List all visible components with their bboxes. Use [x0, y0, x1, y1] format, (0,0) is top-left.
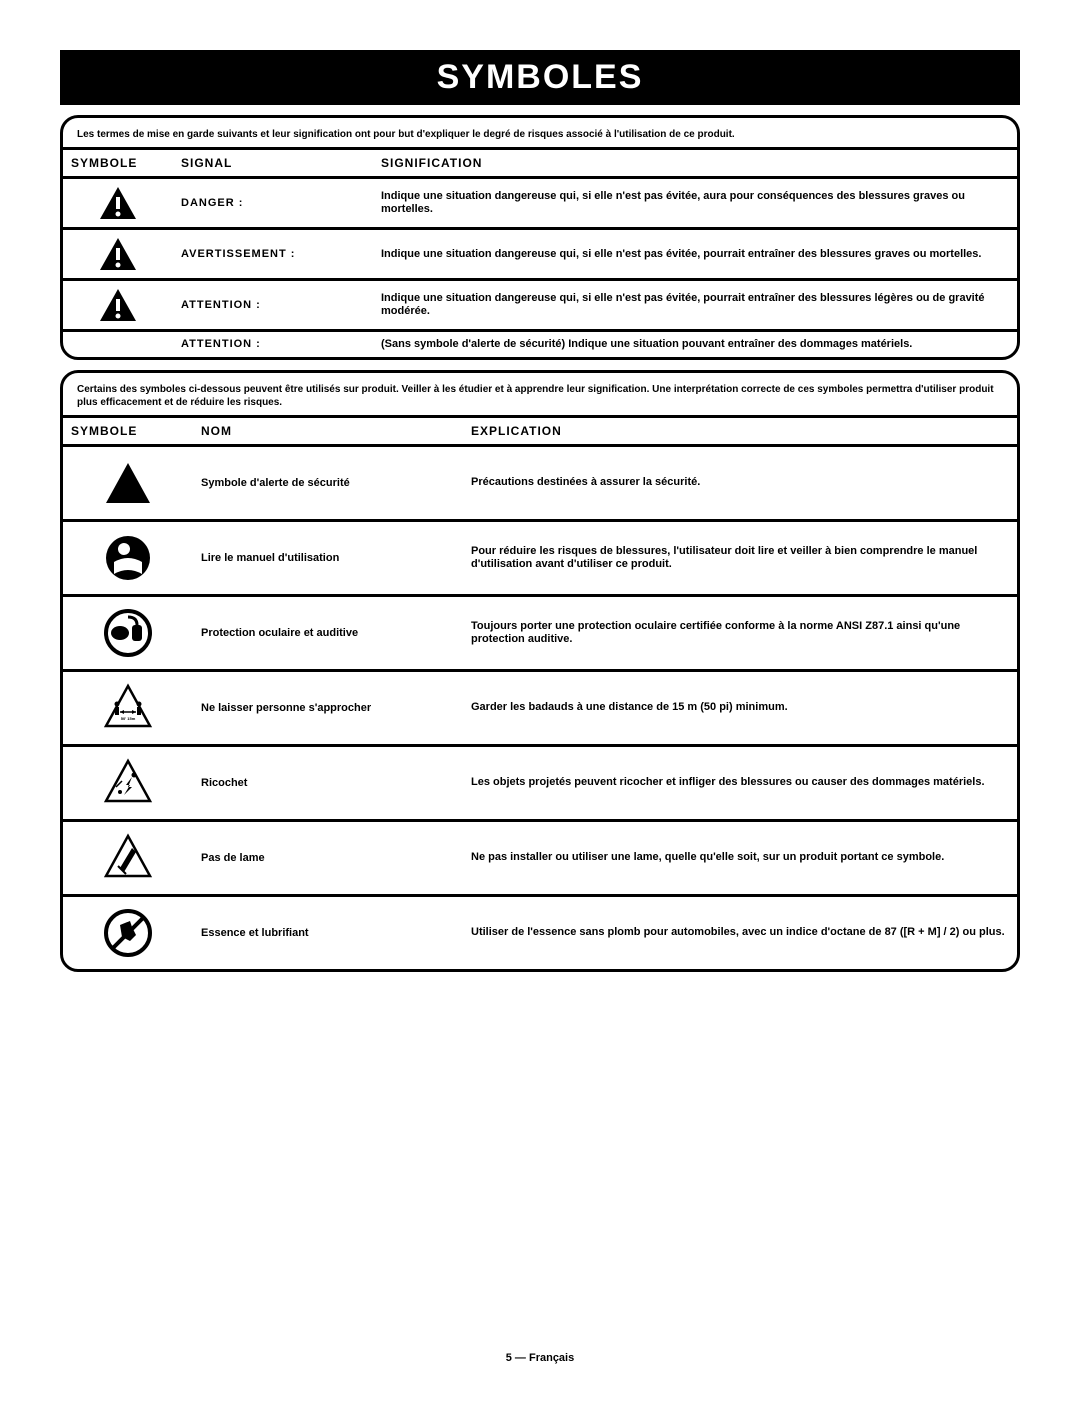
col-name-header: NOM: [193, 416, 463, 445]
page-title-bar: SYMBOLES: [60, 50, 1020, 105]
symbol-name: Ne laisser personne s'approcher: [193, 670, 463, 745]
page-number: 5 — Français: [60, 1352, 1020, 1364]
symbols-table: SYMBOLE NOM EXPLICATION Symbole d'alerte…: [63, 415, 1017, 969]
keep-bystanders-away-icon: 50' 15m: [63, 670, 193, 745]
signal-word: DANGER :: [173, 178, 373, 229]
symbol-explanation: Garder les badauds à une distance de 15 …: [463, 670, 1017, 745]
table-row: Protection oculaire et auditive Toujours…: [63, 595, 1017, 670]
table-row: Ricochet Les objets projetés peuvent ric…: [63, 745, 1017, 820]
symbol-name: Essence et lubrifiant: [193, 895, 463, 969]
col-explanation-header: EXPLICATION: [463, 416, 1017, 445]
table-row: Pas de lame Ne pas installer ou utiliser…: [63, 820, 1017, 895]
col-signal-header: SIGNAL: [173, 149, 373, 178]
table-row: AVERTISSEMENT : Indique une situation da…: [63, 229, 1017, 280]
signal-meaning: Indique une situation dangereuse qui, si…: [373, 280, 1017, 331]
symbol-explanation: Ne pas installer ou utiliser une lame, q…: [463, 820, 1017, 895]
alert-icon: [63, 280, 173, 331]
symbol-explanation: Toujours porter une protection oculaire …: [463, 595, 1017, 670]
symbols-panel: Certains des symboles ci-dessous peuvent…: [60, 370, 1020, 972]
gasoline-lubricant-icon: [63, 895, 193, 969]
ricochet-icon: [63, 745, 193, 820]
empty-icon-cell: [63, 331, 173, 357]
table-row: Essence et lubrifiant Utiliser de l'esse…: [63, 895, 1017, 969]
symbol-explanation: Les objets projetés peuvent ricocher et …: [463, 745, 1017, 820]
table-row: 50' 15m Ne laisser personne s'approcher …: [63, 670, 1017, 745]
symbol-explanation: Précautions destinées à assurer la sécur…: [463, 445, 1017, 520]
signal-word: ATTENTION :: [173, 331, 373, 357]
signal-word: AVERTISSEMENT :: [173, 229, 373, 280]
table-header-row: SYMBOLE SIGNAL SIGNIFICATION: [63, 149, 1017, 178]
symbol-name: Pas de lame: [193, 820, 463, 895]
svg-text:50' 15m: 50' 15m: [121, 716, 136, 721]
signal-words-table: SYMBOLE SIGNAL SIGNIFICATION DANGER : In…: [63, 147, 1017, 357]
signal-word: ATTENTION :: [173, 280, 373, 331]
symbol-name: Ricochet: [193, 745, 463, 820]
signal-meaning: Indique une situation dangereuse qui, si…: [373, 178, 1017, 229]
no-blade-icon: [63, 820, 193, 895]
symbol-explanation: Pour réduire les risques de blessures, l…: [463, 520, 1017, 595]
alert-icon: [63, 229, 173, 280]
table-row: ATTENTION : (Sans symbole d'alerte de sé…: [63, 331, 1017, 357]
safety-alert-icon: [63, 445, 193, 520]
col-meaning-header: SIGNIFICATION: [373, 149, 1017, 178]
signal-meaning: (Sans symbole d'alerte de sécurité) Indi…: [373, 331, 1017, 357]
table-row: Lire le manuel d'utilisation Pour réduir…: [63, 520, 1017, 595]
eye-ear-protection-icon: [63, 595, 193, 670]
table-header-row: SYMBOLE NOM EXPLICATION: [63, 416, 1017, 445]
alert-icon: [63, 178, 173, 229]
table-row: Symbole d'alerte de sécurité Précautions…: [63, 445, 1017, 520]
table-row: DANGER : Indique une situation dangereus…: [63, 178, 1017, 229]
panel2-intro: Certains des symboles ci-dessous peuvent…: [63, 373, 1017, 415]
page-title: SYMBOLES: [437, 58, 644, 96]
read-manual-icon: [63, 520, 193, 595]
symbol-name: Symbole d'alerte de sécurité: [193, 445, 463, 520]
signal-words-panel: Les termes de mise en garde suivants et …: [60, 115, 1020, 360]
symbol-name: Protection oculaire et auditive: [193, 595, 463, 670]
symbol-name: Lire le manuel d'utilisation: [193, 520, 463, 595]
panel1-intro: Les termes de mise en garde suivants et …: [63, 118, 1017, 147]
symbol-explanation: Utiliser de l'essence sans plomb pour au…: [463, 895, 1017, 969]
signal-meaning: Indique une situation dangereuse qui, si…: [373, 229, 1017, 280]
table-row: ATTENTION : Indique une situation danger…: [63, 280, 1017, 331]
col-symbol-header: SYMBOLE: [63, 416, 193, 445]
col-symbol-header: SYMBOLE: [63, 149, 173, 178]
